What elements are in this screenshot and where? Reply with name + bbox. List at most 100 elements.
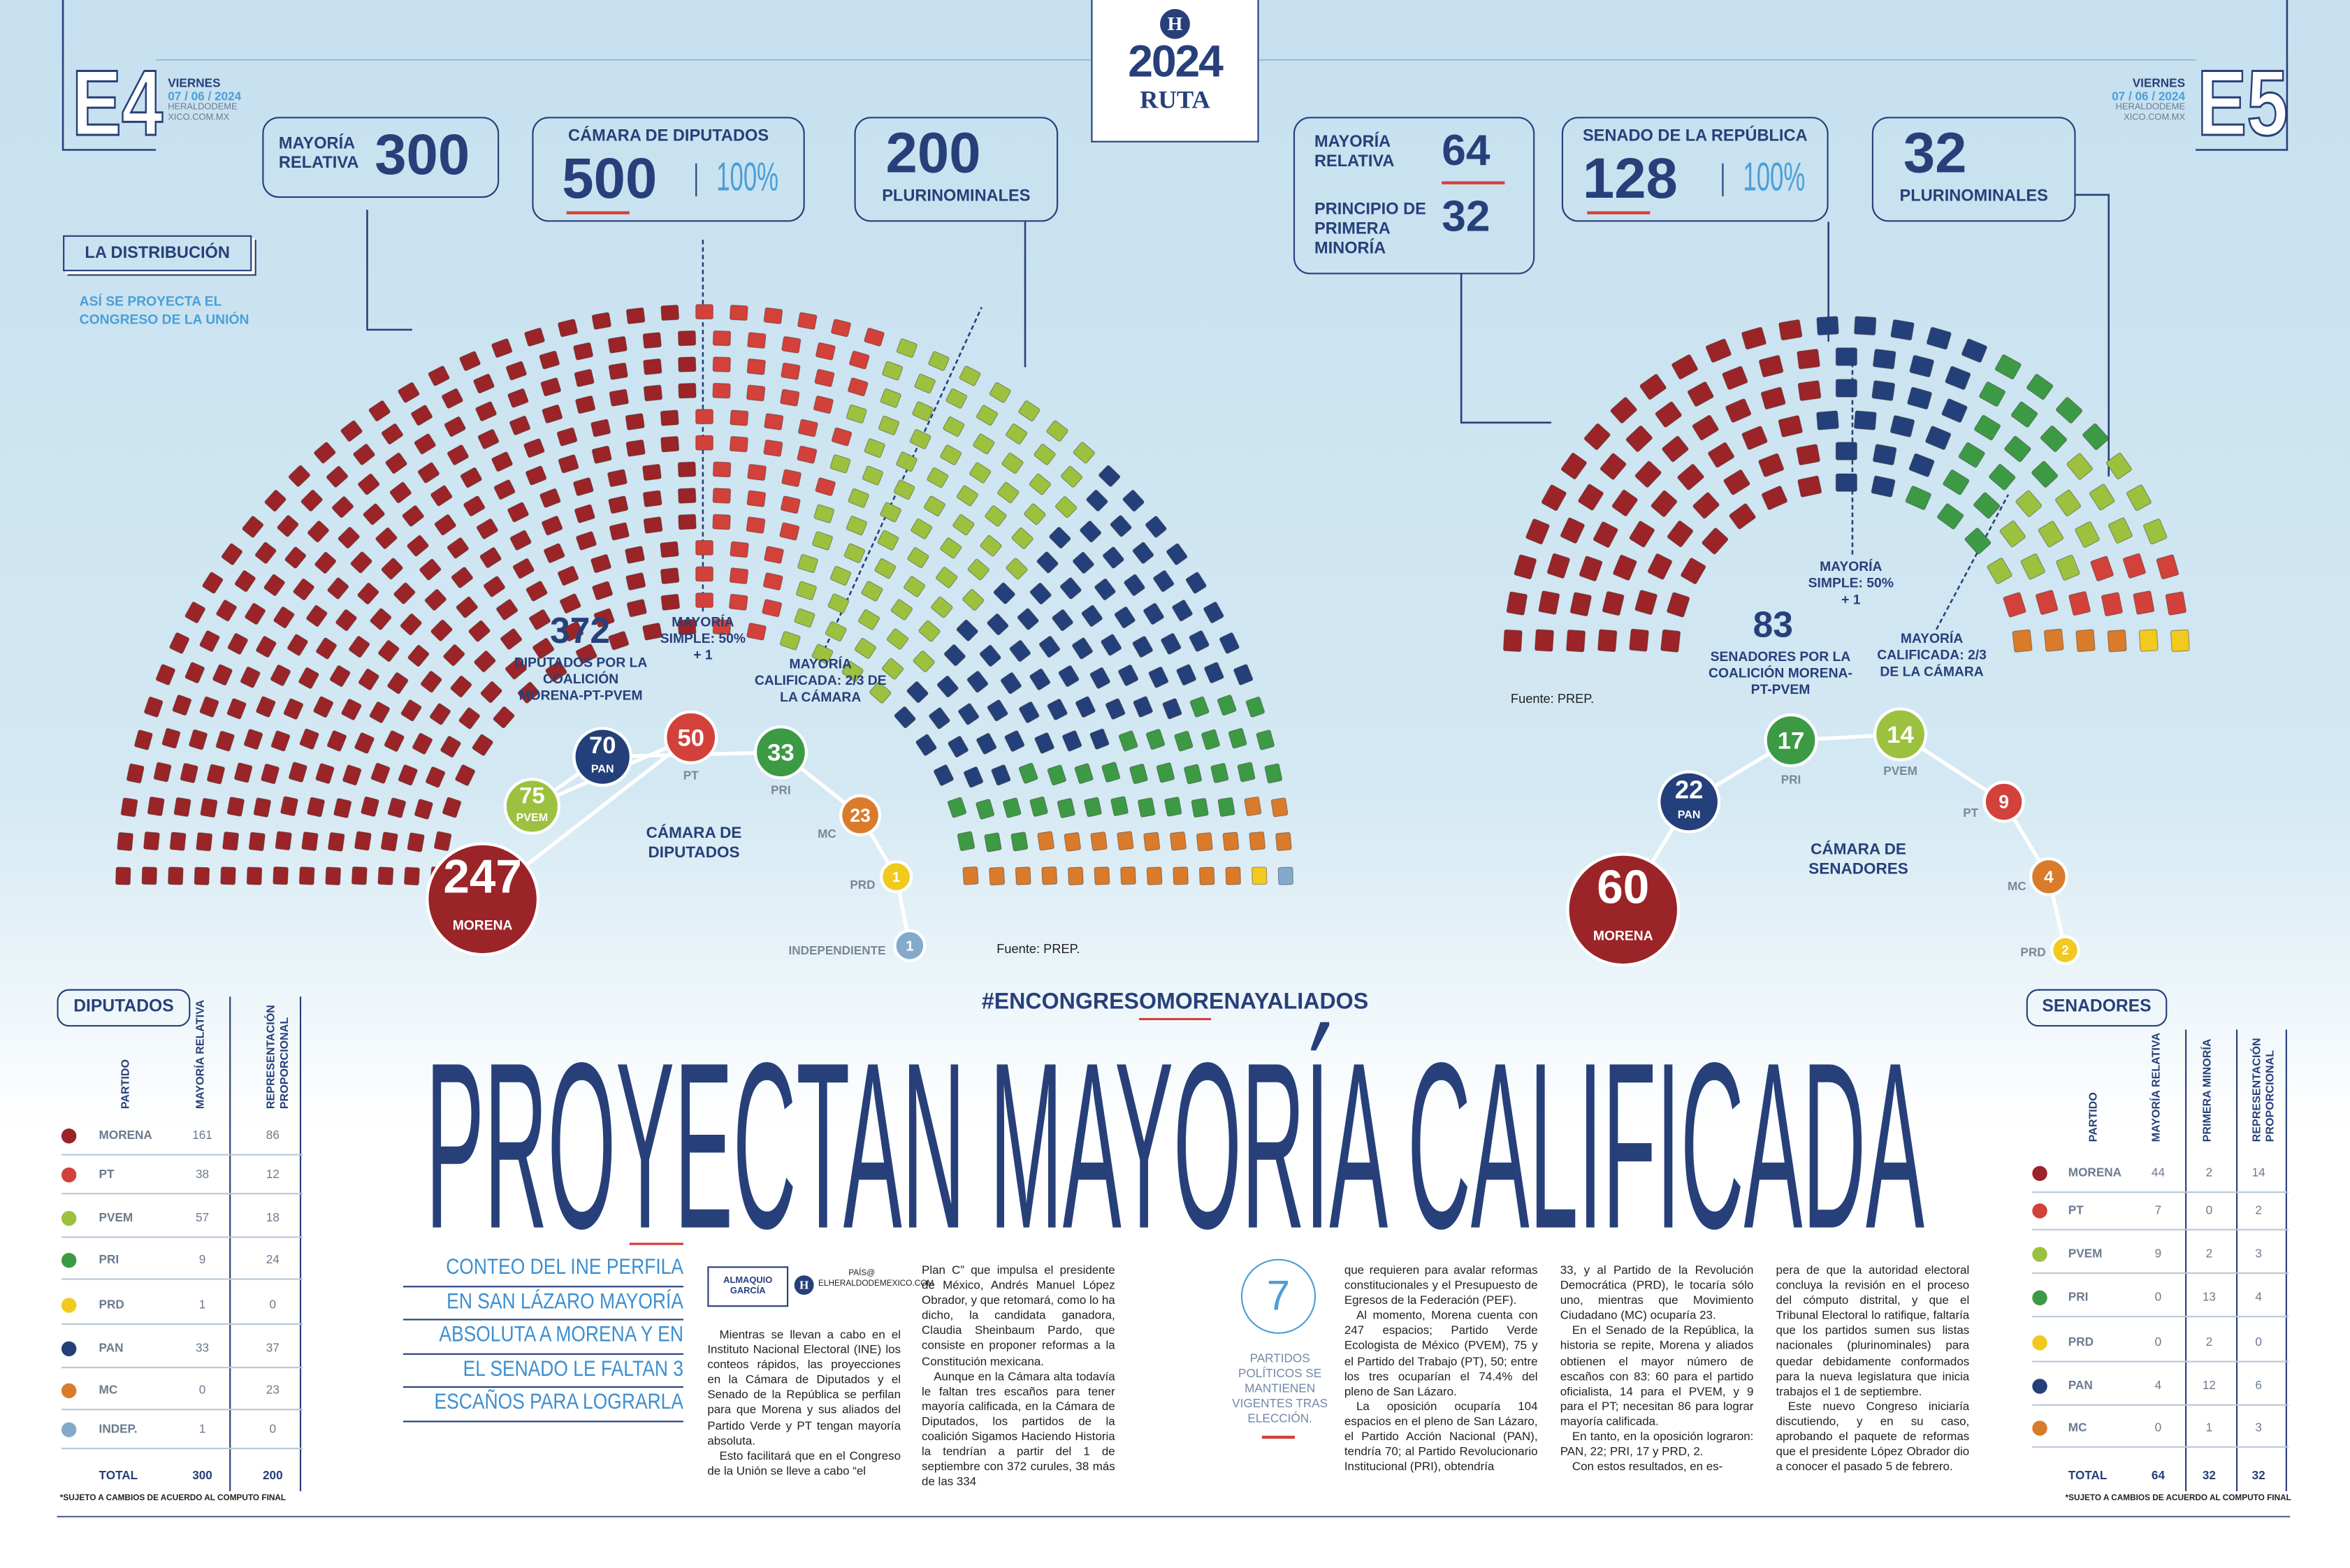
cell: 0: [2154, 1290, 2162, 1304]
frame-right: [2196, 0, 2289, 151]
seat: [298, 866, 315, 885]
seat: [1000, 672, 1022, 695]
seat: [1541, 484, 1567, 511]
row-rule: [61, 1193, 303, 1195]
byline-author: ALMAQUIO GARCÍA: [707, 1266, 789, 1307]
seat: [963, 767, 984, 788]
seat: [1629, 521, 1655, 548]
seat: [243, 729, 263, 750]
seat: [1958, 442, 1985, 468]
seat: [1038, 636, 1061, 658]
seat: [216, 600, 237, 622]
row-rule: [61, 1447, 303, 1449]
seat: [940, 537, 962, 559]
party-seats: 4: [2044, 868, 2054, 887]
box-value: 300: [375, 124, 470, 188]
seat: [913, 651, 935, 673]
seat: [1010, 832, 1029, 852]
seat: [246, 866, 263, 885]
cell: 0: [2255, 1335, 2262, 1349]
seat: [2035, 590, 2059, 615]
seat: [1979, 382, 2006, 407]
paragraph: Con estos resultados, en es-: [1572, 1460, 1723, 1474]
seat: [1667, 592, 1690, 618]
seat: [381, 558, 403, 580]
seat: [270, 730, 291, 752]
row-name: PRI: [2068, 1290, 2089, 1304]
seat: [2038, 521, 2064, 548]
seat: [1217, 797, 1235, 817]
seat: [169, 632, 190, 654]
seat: [358, 473, 380, 495]
seat: [712, 514, 731, 530]
party-bubble: [2050, 935, 2080, 966]
seat: [451, 567, 473, 588]
party-name: PVEM: [1883, 764, 1917, 778]
seat: [456, 596, 478, 618]
cell: 1: [2205, 1421, 2213, 1435]
seat: [248, 832, 266, 852]
seat: [1926, 326, 1952, 350]
seat: [984, 832, 1002, 852]
party-name: MORENA: [453, 919, 513, 934]
box-label: PLURINOMINALES: [882, 187, 1031, 205]
seat: [472, 734, 493, 756]
seat: [1677, 463, 1704, 491]
seat: [608, 495, 629, 514]
seat: [430, 485, 453, 507]
seat: [378, 640, 400, 662]
party-bubble: [1982, 781, 2025, 823]
seat: [712, 330, 732, 347]
seat: [1049, 526, 1071, 549]
seat: [1060, 465, 1083, 488]
seat: [1264, 763, 1283, 784]
qualified-line: [1935, 494, 2010, 630]
seat: [428, 365, 450, 386]
seat: [678, 514, 697, 530]
seat: [1758, 355, 1784, 378]
seat: [368, 400, 391, 422]
seat: [335, 609, 357, 632]
seat: [843, 543, 866, 563]
cell: 0: [2205, 1203, 2213, 1217]
party-seats: 1: [892, 870, 900, 885]
seat: [1034, 732, 1054, 754]
total-cell: 200: [263, 1468, 283, 1483]
seat: [1204, 662, 1224, 683]
seat: [1011, 527, 1033, 549]
seat: [1059, 577, 1082, 600]
party-dot: [61, 1298, 77, 1313]
seat: [1569, 592, 1592, 617]
seat: [559, 593, 581, 614]
seat: [1101, 634, 1122, 656]
seat: [962, 589, 985, 611]
seat: [307, 797, 325, 818]
seat: [450, 675, 472, 698]
seat: [1647, 553, 1673, 580]
seat: [695, 409, 713, 425]
seat: [529, 609, 551, 630]
seat: [505, 361, 527, 381]
seat: [441, 388, 463, 409]
seat: [512, 558, 535, 579]
seat: [2107, 630, 2127, 653]
page-number: E5: [2196, 52, 2289, 157]
party-bubble: [879, 860, 913, 894]
party-seats: 33: [767, 740, 795, 767]
party-dot: [61, 1210, 77, 1226]
article-column: 33, y al Partido de la Revolución Democr…: [1560, 1263, 1754, 1475]
seat: [1004, 730, 1025, 752]
seat: [831, 427, 853, 447]
row-rule: [2032, 1316, 2289, 1318]
seat: [1725, 398, 1752, 423]
frame-lines: [57, 0, 2291, 1518]
info-box: MAYORÍA RELATIVA 64 PRINCIPIO DE PRIMERA…: [1293, 117, 1535, 275]
row-rule: [2032, 1404, 2289, 1406]
seat: [1189, 696, 1210, 718]
seat: [342, 764, 362, 786]
seat: [443, 644, 465, 667]
seat: [1778, 415, 1803, 437]
seat: [625, 413, 645, 430]
seat: [475, 401, 497, 421]
column-rule: [2235, 1029, 2238, 1492]
